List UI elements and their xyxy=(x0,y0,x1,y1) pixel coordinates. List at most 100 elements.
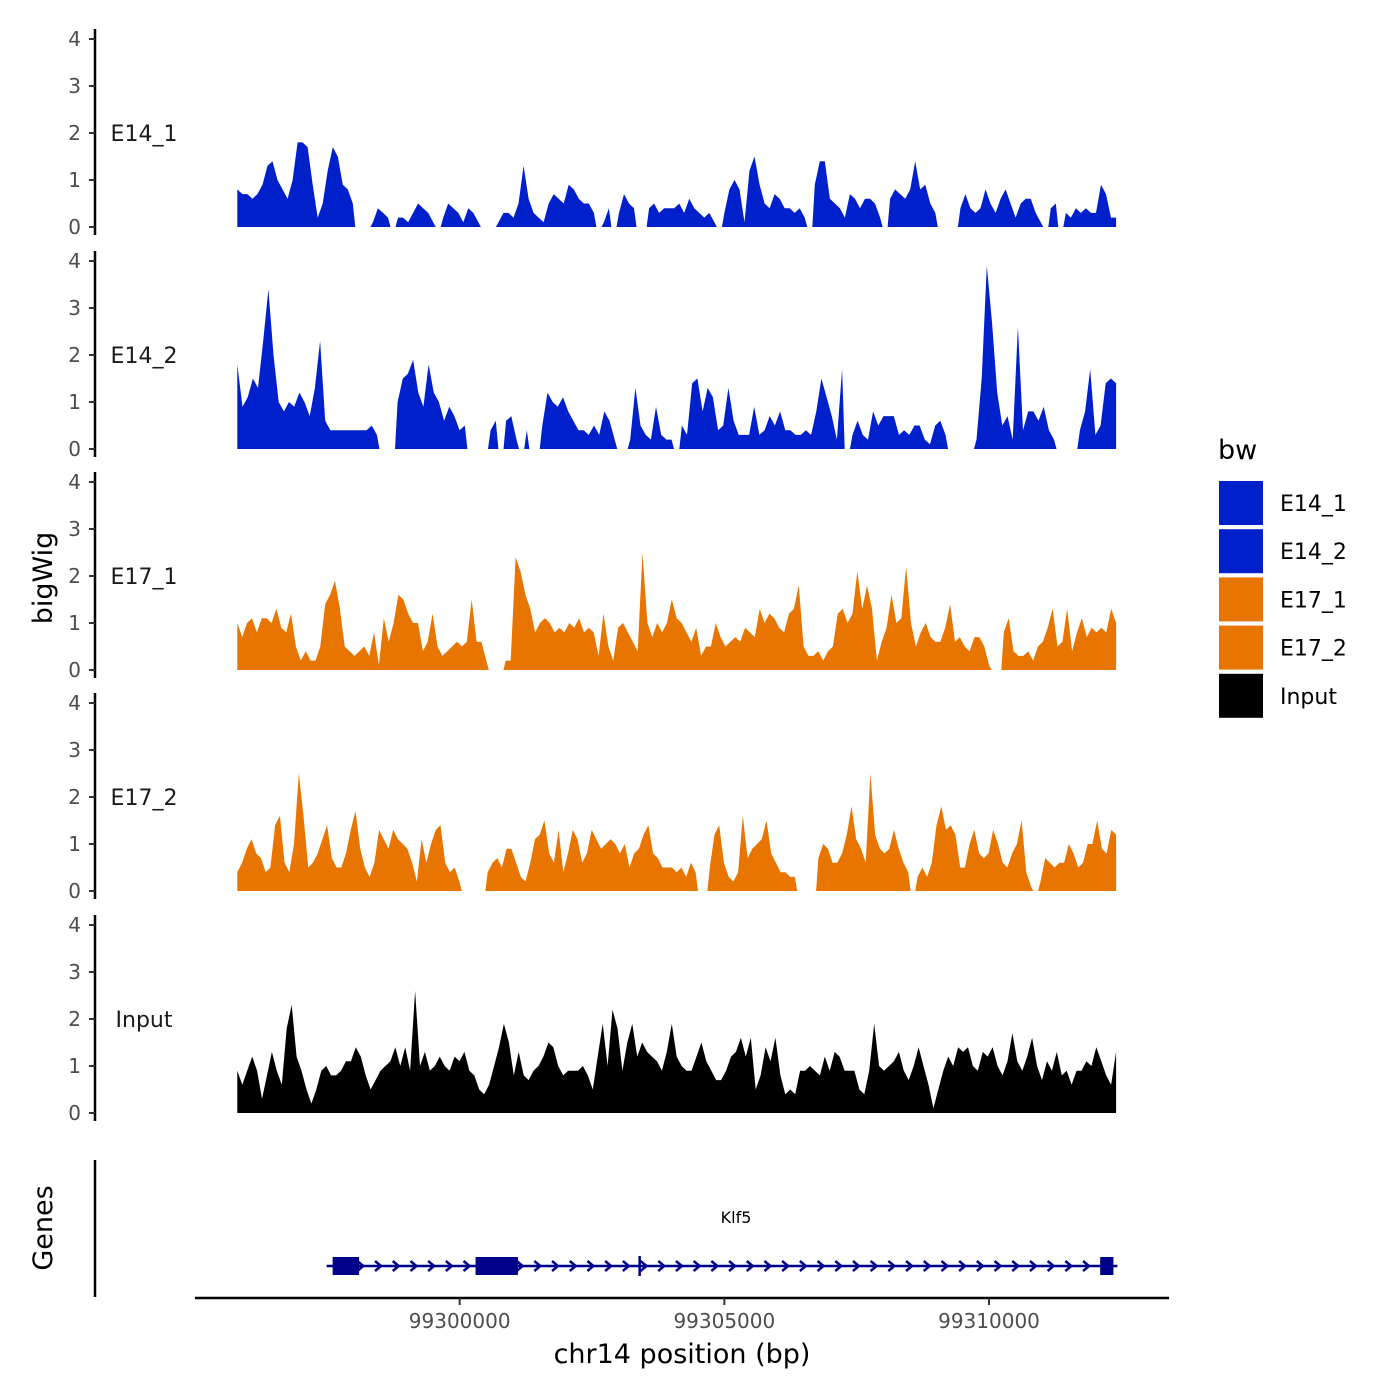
strand-arrow xyxy=(781,1260,791,1272)
signal-area xyxy=(646,198,717,227)
strand-arrow xyxy=(922,1260,932,1272)
strand-arrow xyxy=(356,1260,366,1272)
strand-arrow xyxy=(887,1260,897,1272)
strand-arrow xyxy=(427,1260,437,1272)
strand-arrow xyxy=(533,1260,543,1272)
strand-arrow xyxy=(657,1260,667,1272)
y-tick-label: 4 xyxy=(68,913,81,937)
strand-arrow xyxy=(976,1260,985,1272)
y-tick-label: 3 xyxy=(68,738,81,762)
signal-area xyxy=(440,203,481,227)
gene-name-label: Klf5 xyxy=(721,1208,752,1227)
signal-area xyxy=(395,359,468,449)
y-axis-title: bigWig xyxy=(28,532,59,625)
gene-exon xyxy=(332,1257,360,1275)
legend-swatch xyxy=(1219,529,1263,574)
signal-area xyxy=(524,430,530,449)
strand-arrow xyxy=(958,1260,968,1272)
signal-area xyxy=(395,203,436,227)
signal-area xyxy=(488,420,499,449)
x-tick-label: 99310000 xyxy=(938,1309,1040,1333)
strand-arrow xyxy=(374,1260,383,1272)
signal-tracks: 0 1 2 3 4 E14_1 0 1 2 3 4 E14_2 0 1 2 3 4 E17_1 0 1 2 3 4 E17_2… xyxy=(68,27,1117,1125)
signal-area xyxy=(679,369,845,449)
signal-area xyxy=(539,392,618,449)
signal-area xyxy=(1048,203,1059,227)
signal-area xyxy=(957,189,1044,227)
signal-area xyxy=(616,194,637,227)
signal-area xyxy=(237,990,1117,1113)
legend-swatch xyxy=(1219,625,1263,670)
strand-arrow xyxy=(462,1260,472,1272)
legend-label: E14_1 xyxy=(1280,492,1347,517)
legend-swatch xyxy=(1219,481,1263,525)
y-tick-label: 3 xyxy=(68,517,81,541)
strand-arrow xyxy=(551,1260,560,1272)
y-tick-label: 2 xyxy=(68,343,81,367)
x-axis: 99300000 99305000 99310000 xyxy=(195,1296,1169,1333)
strand-arrow xyxy=(568,1260,578,1272)
y-tick-label: 4 xyxy=(68,27,81,51)
strand-arrow xyxy=(852,1260,861,1272)
signal-area xyxy=(237,580,489,670)
signal-area xyxy=(1063,184,1117,227)
signal-area xyxy=(627,387,675,449)
legend-label: E14_2 xyxy=(1280,540,1347,565)
x-tick-label: 99305000 xyxy=(673,1309,775,1333)
signal-area xyxy=(485,820,698,891)
signal-area xyxy=(849,411,949,449)
strand-arrow xyxy=(639,1260,649,1272)
strand-arrow xyxy=(1064,1260,1074,1272)
signal-area xyxy=(503,416,520,449)
gene-track: Klf5 xyxy=(93,1160,1118,1297)
legend-title: bw xyxy=(1218,435,1257,466)
signal-area xyxy=(915,806,1034,891)
strand-arrow xyxy=(409,1260,419,1272)
y-tick-label: 1 xyxy=(68,832,81,856)
y-tick-label: 0 xyxy=(68,1101,81,1125)
signal-area xyxy=(707,815,798,891)
signal-area xyxy=(495,165,597,227)
strand-arrow xyxy=(869,1260,879,1272)
strand-arrow xyxy=(391,1260,401,1272)
track-E14_2: 0 1 2 3 4 E14_2 xyxy=(68,249,1117,461)
signal-area xyxy=(1001,608,1117,670)
track-label: E14_1 xyxy=(111,122,178,147)
x-tick-label: 99300000 xyxy=(409,1309,511,1333)
strand-arrow xyxy=(905,1260,914,1272)
y-tick-label: 3 xyxy=(68,296,81,320)
strand-arrow xyxy=(834,1260,844,1272)
y-tick-label: 1 xyxy=(68,390,81,414)
legend-label: E17_1 xyxy=(1280,588,1347,613)
y-tick-label: 0 xyxy=(68,215,81,239)
legend-label: Input xyxy=(1280,685,1337,710)
track-label: E17_1 xyxy=(111,565,178,590)
strand-arrow xyxy=(622,1260,631,1272)
strand-arrow xyxy=(710,1260,720,1272)
signal-area xyxy=(721,156,808,227)
strand-arrow xyxy=(445,1260,454,1272)
y-tick-label: 0 xyxy=(68,879,81,903)
strand-arrow xyxy=(1082,1260,1091,1272)
signal-area xyxy=(812,161,883,227)
gene-track-title: Genes xyxy=(28,1185,59,1270)
track-E17_1: 0 1 2 3 4 E17_1 xyxy=(68,470,1117,682)
legend-label: E17_2 xyxy=(1280,637,1347,662)
track-E14_1: 0 1 2 3 4 E14_1 xyxy=(68,27,1117,239)
y-tick-label: 1 xyxy=(68,168,81,192)
strand-arrow xyxy=(940,1260,950,1272)
track-E17_2: 0 1 2 3 4 E17_2 xyxy=(68,691,1117,903)
strand-arrow xyxy=(816,1260,826,1272)
signal-area xyxy=(1038,820,1117,891)
y-tick-label: 4 xyxy=(68,249,81,273)
signal-area xyxy=(1077,369,1117,449)
y-tick-label: 3 xyxy=(68,74,81,98)
strand-arrow xyxy=(763,1260,773,1272)
signal-area xyxy=(237,289,380,449)
signal-area xyxy=(370,208,391,227)
track-label: Input xyxy=(116,1008,173,1033)
signal-area xyxy=(816,773,911,891)
y-tick-label: 2 xyxy=(68,564,81,588)
y-tick-label: 0 xyxy=(68,437,81,461)
